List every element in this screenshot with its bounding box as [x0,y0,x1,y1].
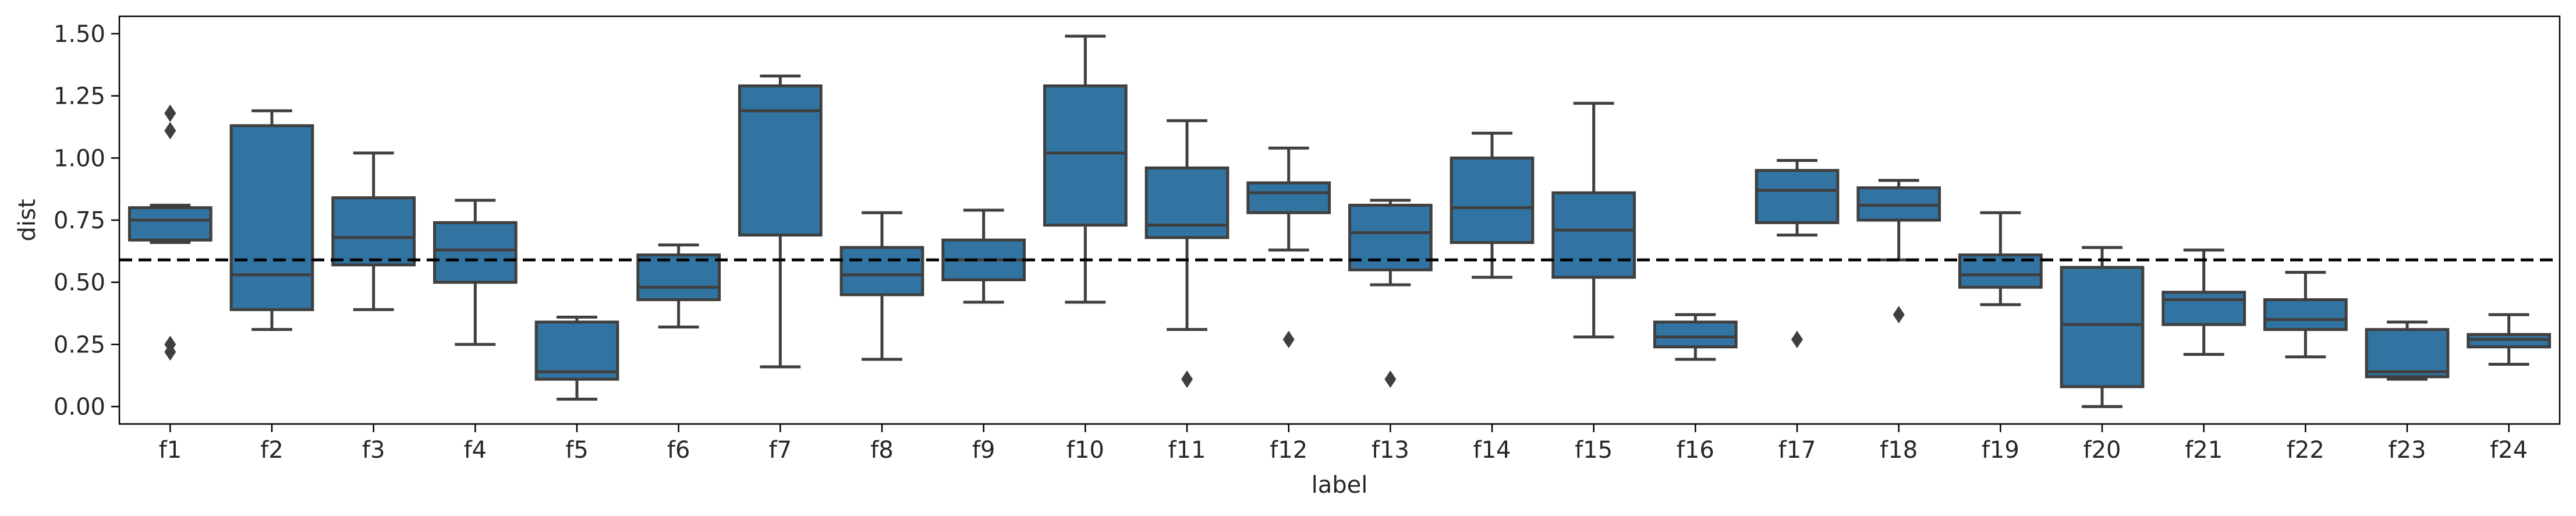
x-tick-label: f8 [870,437,894,464]
box-f4 [433,199,518,346]
x-tick-label: f6 [667,437,690,464]
box-f8 [839,211,924,361]
box-f14 [1450,132,1535,279]
x-axis: f1 f2 f3 f4 f5 f6 f7 f8 f9 f10 f11 f12 f13 f14 f15 f16 f… [159,424,2528,464]
iqr-box [1755,169,1840,224]
iqr-box [1246,181,1331,214]
box-f15 [1551,101,1636,339]
x-tick-label: f17 [1778,437,1816,464]
iqr-box [1450,156,1535,244]
box-f7 [738,74,823,369]
iqr-box [2365,328,2450,379]
x-tick-label: f3 [362,437,385,464]
box-f12 [1246,146,1331,348]
y-tick-label: 0.25 [54,331,105,358]
plot-frame [118,15,2561,425]
x-tick-label: f23 [2389,437,2426,464]
plot-layer [119,34,2560,408]
x-tick-label: f9 [972,437,995,464]
box-f6 [636,243,721,329]
box-f10 [1043,34,1128,304]
iqr-box [738,84,823,237]
box-f23 [2365,320,2450,381]
y-tick-label: 1.50 [54,21,105,48]
box-f17 [1755,159,1840,348]
box-f2 [229,109,314,331]
outlier-point [164,343,176,361]
iqr-box [127,206,212,242]
outlier-point [1384,370,1397,388]
outlier-point [164,104,176,122]
iqr-box [2162,291,2247,326]
iqr-box [839,246,924,296]
box-f5 [534,315,619,401]
x-tick-label: f7 [769,437,792,464]
x-tick-label: f1 [159,437,182,464]
x-tick-label: f5 [565,437,589,464]
iqr-box [229,124,314,312]
iqr-box [1653,320,1738,349]
iqr-box [1551,191,1636,279]
box-f16 [1653,313,1738,361]
outlier-point [1282,330,1295,348]
iqr-box [331,196,416,267]
iqr-box [636,253,721,302]
box-f21 [2162,248,2247,356]
x-tick-label: f16 [1677,437,1714,464]
iqr-box [2060,266,2145,388]
y-tick-label: 0.50 [54,270,105,296]
iqr-box [1145,166,1229,239]
box-f18 [1856,179,1941,324]
iqr-box [2263,298,2348,331]
x-axis-label: label [1312,472,1368,499]
y-tick-label: 0.75 [54,207,105,234]
x-tick-label: f2 [260,437,284,464]
x-tick-label: f15 [1575,437,1613,464]
outlier-point [1893,306,1905,324]
y-axis-label: dist [14,199,41,241]
x-tick-label: f13 [1372,437,1409,464]
box-f24 [2467,313,2552,366]
iqr-box [1043,84,1128,227]
box-f1 [127,104,212,361]
x-tick-label: f24 [2490,437,2528,464]
x-tick-label: f18 [1880,437,1918,464]
box-f20 [2060,246,2145,408]
iqr-box [534,320,619,381]
box-f22 [2263,271,2348,359]
outlier-point [1181,370,1193,388]
box-f9 [941,208,1026,304]
iqr-box [433,221,518,284]
x-tick-label: f12 [1270,437,1308,464]
outlier-point [1791,330,1803,348]
x-tick-label: f19 [1982,437,2019,464]
x-tick-label: f21 [2185,437,2223,464]
box-f13 [1348,199,1433,388]
y-tick-label: 0.00 [54,394,105,420]
x-tick-label: f20 [2084,437,2121,464]
x-tick-label: f14 [1473,437,1511,464]
x-tick-label: f10 [1066,437,1104,464]
y-tick-label: 1.25 [54,83,105,110]
x-tick-label: f4 [464,437,487,464]
y-tick-label: 1.00 [54,145,105,172]
box-f3 [331,151,416,312]
outlier-point [164,122,176,140]
y-axis: 0.00 0.25 0.50 0.75 1.00 1.25 1.50 [54,21,119,420]
x-tick-label: f22 [2287,437,2325,464]
box-f11 [1145,119,1229,388]
x-tick-label: f11 [1168,437,1206,464]
